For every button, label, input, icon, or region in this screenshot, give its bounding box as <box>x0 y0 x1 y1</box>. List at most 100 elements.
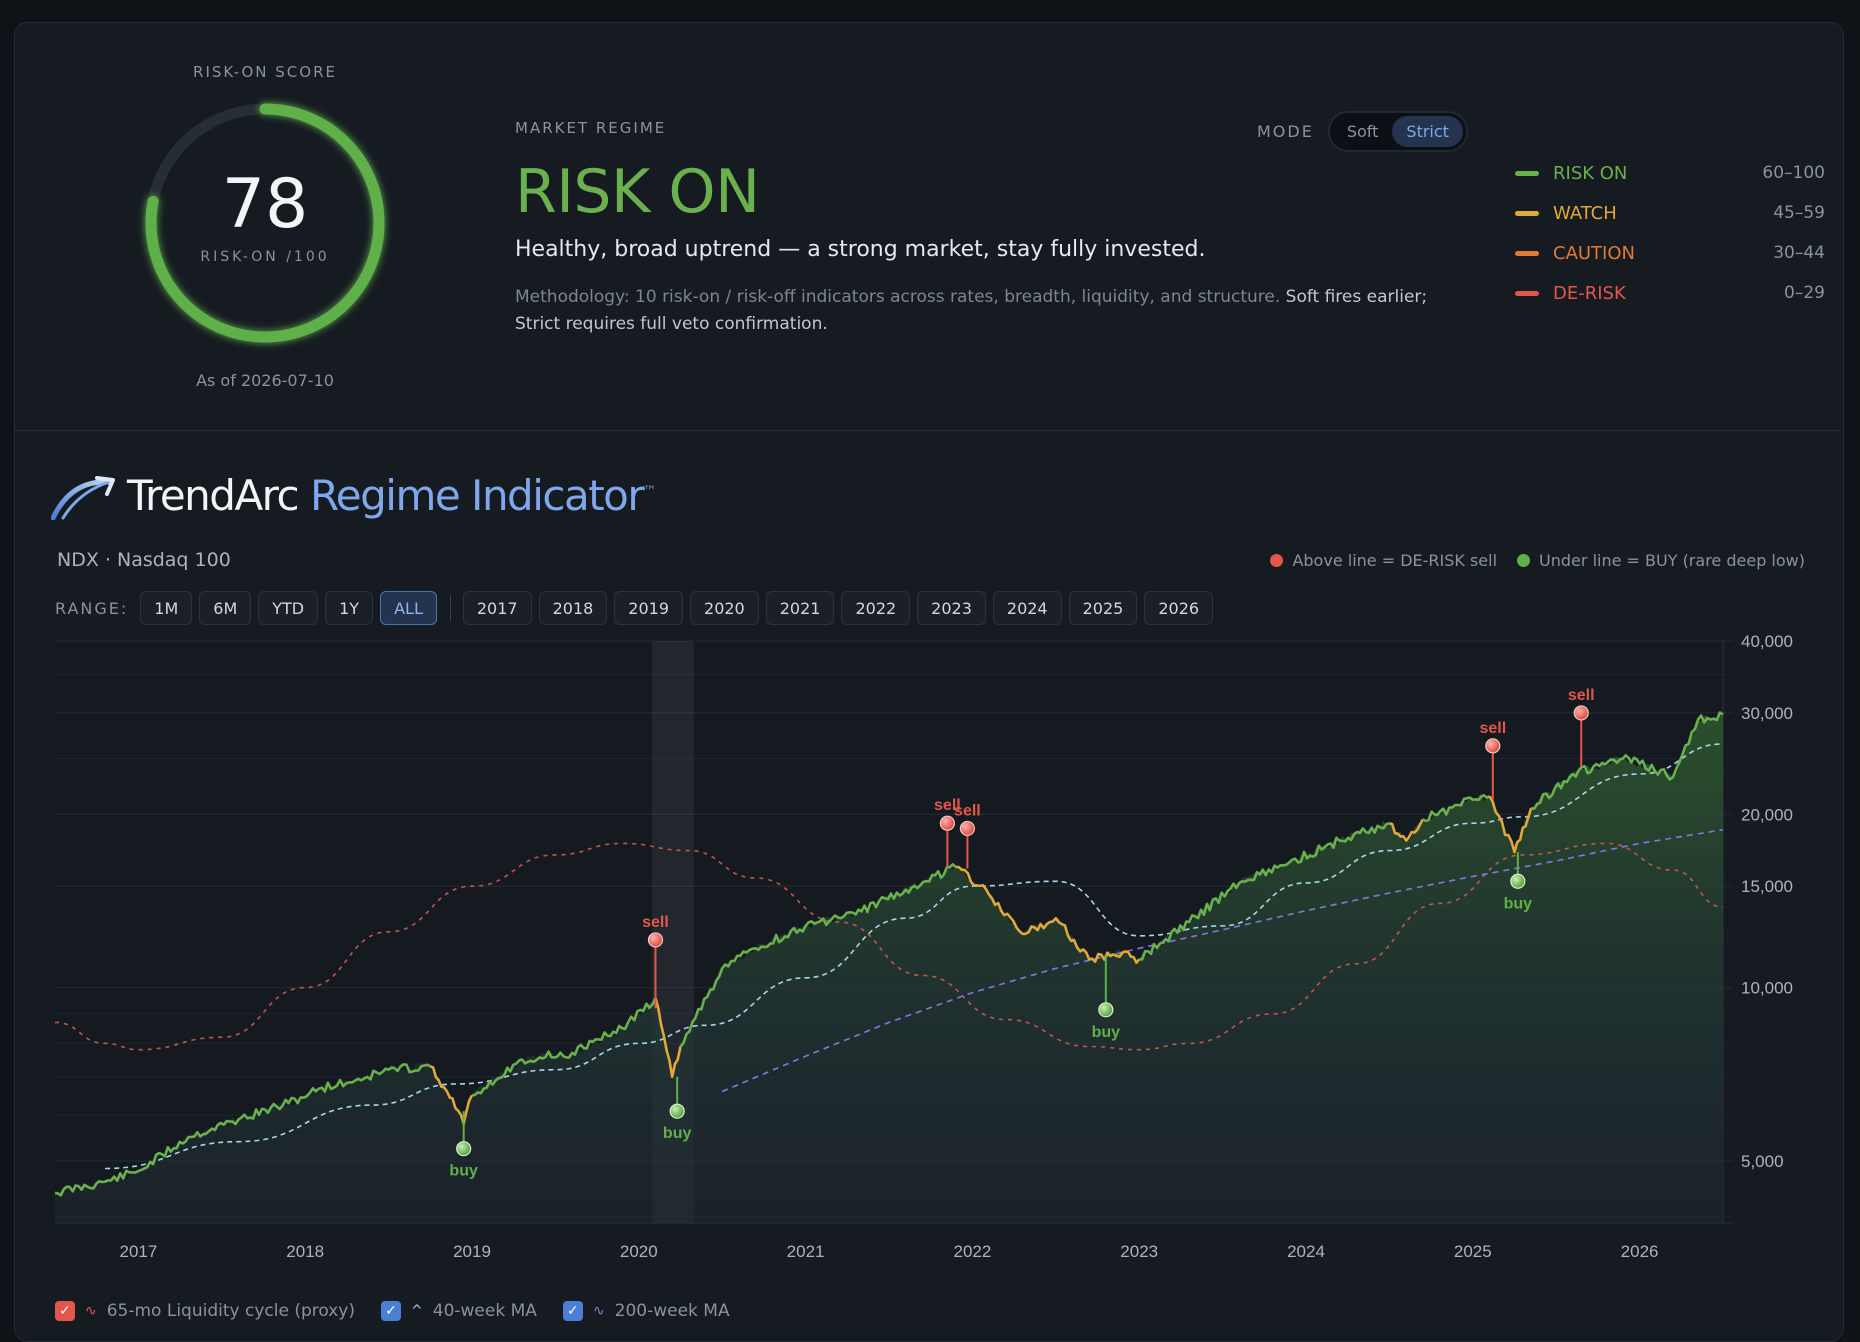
buy-label: buy <box>663 1125 692 1142</box>
score-value: 78 <box>221 165 309 244</box>
range-label: RANGE: <box>55 598 129 618</box>
price-segment-on <box>471 997 657 1097</box>
mode-soft-option[interactable]: Soft <box>1346 122 1379 141</box>
axis-layer: 5,000 10,000 15,000 20,000 30,000 40,000 2017 2… <box>119 632 1793 1261</box>
ma40w-checkbox[interactable]: ✓ <box>381 1301 402 1321</box>
price-segment-watch <box>955 865 1141 964</box>
scale-row-de-risk: DE-RISK 0–29 <box>1515 273 1825 313</box>
wave-icon: ∿ <box>592 1303 605 1319</box>
buy-marker <box>1510 873 1526 889</box>
ma40w-label: 40-week MA <box>432 1301 537 1321</box>
caution-swatch <box>1515 250 1539 256</box>
range-selector: RANGE: 1M 6M YTD 1Y ALL 2017 2018 2019 2… <box>55 591 1220 625</box>
ma40w-line <box>105 743 1724 1170</box>
risk-on-swatch <box>1515 170 1539 176</box>
buy-legend-text: Under line = BUY (rare deep low) <box>1539 551 1805 570</box>
x-tick-label: 2021 <box>787 1242 825 1261</box>
range-6m-button[interactable]: 6M <box>199 591 252 625</box>
regime-block: MARKET REGIME RISK ON Healthy, broad upt… <box>515 119 1485 338</box>
x-tick-label: 2025 <box>1454 1242 1492 1261</box>
gauge-label: RISK-ON SCORE <box>193 63 337 81</box>
ticker-subtitle: NDX · Nasdaq 100 <box>57 549 231 571</box>
x-tick-label: 2024 <box>1287 1242 1325 1261</box>
score-caption: RISK-ON /100 <box>200 249 330 265</box>
mode-switch: MODE Soft Strict <box>1257 111 1468 152</box>
scale-range: 60–100 <box>1762 163 1825 183</box>
methodology-highlight: Soft fires earlier; Strict requires full… <box>515 287 1428 334</box>
sell-label: sell <box>1479 720 1506 737</box>
year-2023-button[interactable]: 2023 <box>917 591 986 625</box>
year-2024-button[interactable]: 2024 <box>992 591 1062 625</box>
liquidity-cycle-toggle[interactable]: ✓ ∿ 65-mo Liquidity cycle (proxy) <box>55 1301 355 1321</box>
year-2022-button[interactable]: 2022 <box>841 591 911 625</box>
risk-gauge: RISK-ON SCORE 78 RISK-ON /100 As of 2026… <box>115 63 415 390</box>
range-ytd-button[interactable]: YTD <box>258 591 319 625</box>
gauge-arc <box>145 103 385 343</box>
sell-marker <box>959 820 975 837</box>
scale-range: 30–44 <box>1773 243 1825 263</box>
scale-row-risk-on: RISK ON 60–100 <box>1515 153 1825 193</box>
sell-marker <box>1485 738 1501 754</box>
range-divider <box>449 595 451 621</box>
gauge-ring: 78 RISK-ON /100 <box>135 93 395 353</box>
regime-scale-legend: RISK ON 60–100 WATCH 45–59 CAUTION 30–44… <box>1515 153 1825 313</box>
sell-label: sell <box>954 802 981 819</box>
year-2019-button[interactable]: 2019 <box>614 591 684 625</box>
range-1y-button[interactable]: 1Y <box>325 591 374 625</box>
x-tick-label: 2026 <box>1621 1242 1659 1261</box>
scale-name: WATCH <box>1553 202 1617 224</box>
year-2025-button[interactable]: 2025 <box>1068 591 1138 625</box>
brand-header: TrendArc Regime Indicator™ <box>51 471 656 520</box>
mode-toggle: Soft Strict <box>1327 111 1468 152</box>
buy-marker <box>1098 1002 1114 1018</box>
overlay-toggles: ✓ ∿ 65-mo Liquidity cycle (proxy) ✓ ^ 40… <box>55 1301 756 1321</box>
regime-label: MARKET REGIME <box>515 119 667 137</box>
liquidity-checkbox[interactable]: ✓ <box>55 1301 75 1321</box>
wave-icon: ∿ <box>85 1303 97 1319</box>
buy-marker <box>456 1141 472 1157</box>
sell-marker <box>647 932 664 948</box>
signal-legend: Above line = DE-RISK sell Under line = B… <box>1270 551 1805 570</box>
sell-marker <box>939 815 955 831</box>
range-all-button[interactable]: ALL <box>380 591 437 625</box>
x-tick-label: 2017 <box>119 1242 157 1261</box>
liquidity-cycle-label: 65-mo Liquidity cycle (proxy) <box>106 1301 356 1321</box>
scale-range: 0–29 <box>1784 283 1825 303</box>
x-tick-label: 2020 <box>620 1242 658 1261</box>
de-risk-swatch <box>1515 290 1539 296</box>
year-2021-button[interactable]: 2021 <box>765 591 835 625</box>
mode-strict-option[interactable]: Strict <box>1392 116 1463 147</box>
liquidity-cycle-line <box>54 842 1724 1051</box>
y-tick-label: 10,000 <box>1741 979 1793 998</box>
watch-swatch <box>1515 210 1539 216</box>
year-2020-button[interactable]: 2020 <box>690 591 759 625</box>
buy-label: buy <box>449 1163 478 1180</box>
price-layer <box>54 711 1724 1197</box>
year-2017-button[interactable]: 2017 <box>462 591 532 625</box>
summary-panel: RISK-ON SCORE 78 RISK-ON /100 As of 2026… <box>15 23 1843 431</box>
trendarc-logo-icon <box>51 475 115 520</box>
price-segment-on <box>679 863 957 1048</box>
ma200w-checkbox[interactable]: ✓ <box>562 1301 583 1321</box>
sell-marker <box>1573 705 1589 721</box>
ma200w-toggle[interactable]: ✓ ∿ 200-week MA <box>562 1301 730 1321</box>
overlay-layer <box>54 743 1724 1170</box>
price-segment-on <box>1530 711 1724 810</box>
year-2026-button[interactable]: 2026 <box>1144 591 1214 625</box>
price-segment-on <box>54 1063 431 1197</box>
range-1m-button[interactable]: 1M <box>140 591 193 625</box>
price-segment-watch <box>429 1065 474 1126</box>
ma200w-label: 200-week MA <box>614 1301 730 1321</box>
price-segment-on <box>1422 794 1491 823</box>
year-2018-button[interactable]: 2018 <box>538 591 608 625</box>
scale-row-watch: WATCH 45–59 <box>1515 193 1825 233</box>
buy-marker <box>669 1103 685 1119</box>
x-tick-label: 2019 <box>453 1242 491 1261</box>
sell-label: sell <box>1568 687 1595 704</box>
brand-name: TrendArc <box>127 471 300 520</box>
ma40w-toggle[interactable]: ✓ ^ 40-week MA <box>381 1301 537 1321</box>
chart-panel: TrendArc Regime Indicator™ NDX · Nasdaq … <box>15 431 1844 1341</box>
scale-name: DE-RISK <box>1553 282 1626 304</box>
